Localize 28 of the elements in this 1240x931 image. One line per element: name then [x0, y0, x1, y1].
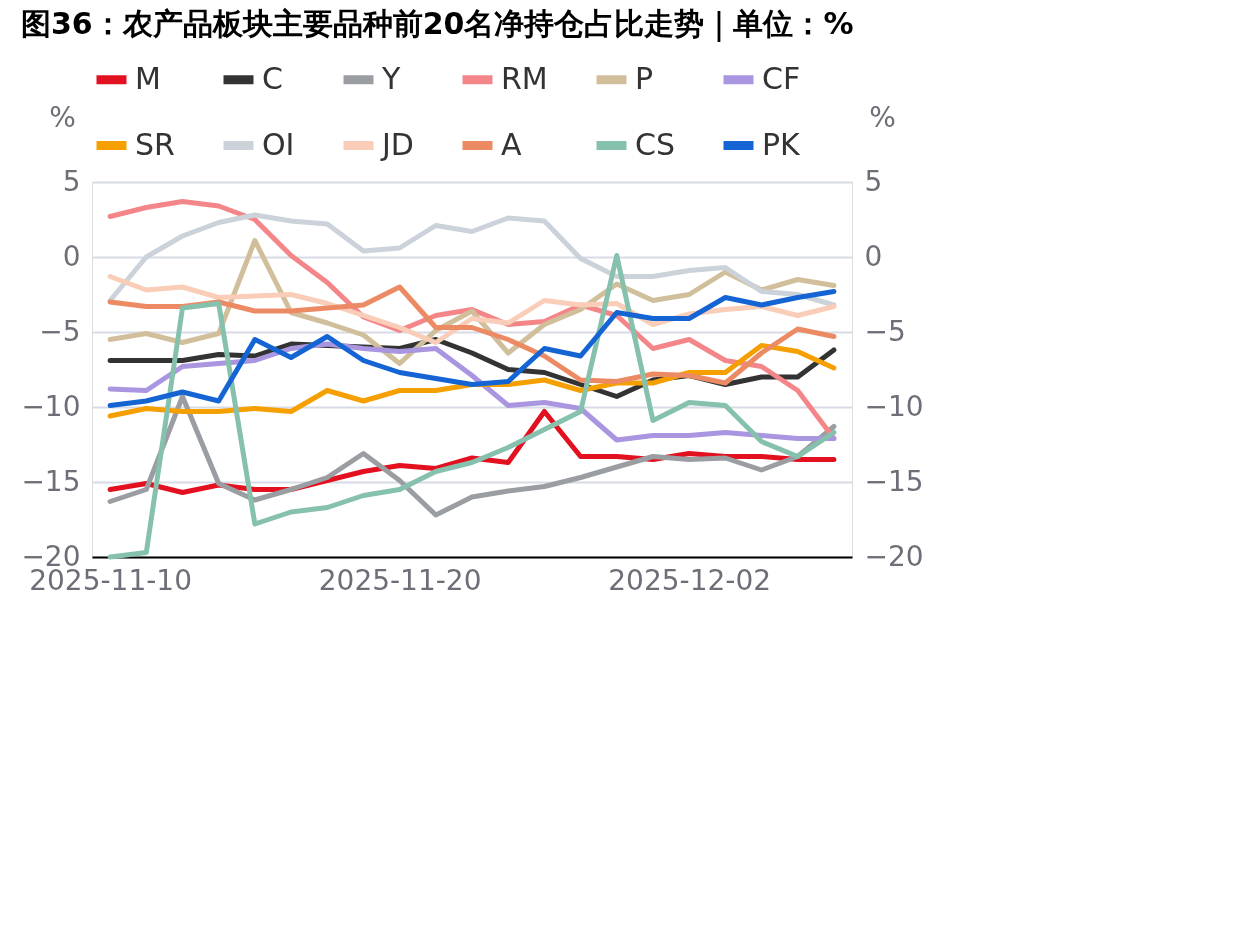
- legend-label: Y: [381, 60, 401, 96]
- y2-axis-title: %: [869, 100, 896, 134]
- y2-tick-label: 0: [864, 239, 883, 273]
- y2-tick-label: −5: [864, 314, 906, 348]
- legend-label: M: [135, 60, 161, 96]
- legend-label: CF: [762, 60, 801, 96]
- legend-label: SR: [135, 126, 175, 162]
- y-tick-label: −5: [39, 314, 81, 348]
- chart-title: 图36：农产品板块主要品种前20名净持仓占比走势｜单位：%: [20, 6, 854, 43]
- legend-label: JD: [380, 126, 414, 162]
- legend-label: P: [635, 60, 654, 96]
- y2-tick-label: 5: [864, 164, 883, 198]
- y2-tick-label: −10: [864, 389, 924, 423]
- legend-label: CS: [635, 126, 675, 162]
- legend-label: RM: [501, 60, 548, 96]
- y-tick-label: 5: [62, 164, 81, 198]
- y-tick-label: 0: [62, 239, 81, 273]
- y-tick-label: −15: [21, 464, 81, 498]
- legend-label: PK: [762, 126, 802, 162]
- y2-tick-label: −15: [864, 464, 924, 498]
- x-tick-label: 2025-11-20: [318, 563, 482, 597]
- y2-tick-label: −20: [864, 539, 924, 573]
- legend-label: C: [262, 60, 283, 96]
- x-tick-label: 2025-12-02: [608, 563, 772, 597]
- y-tick-label: −10: [21, 389, 81, 423]
- legend-label: A: [501, 126, 522, 162]
- y-axis-title: %: [49, 100, 76, 134]
- legend-label: OI: [262, 126, 295, 162]
